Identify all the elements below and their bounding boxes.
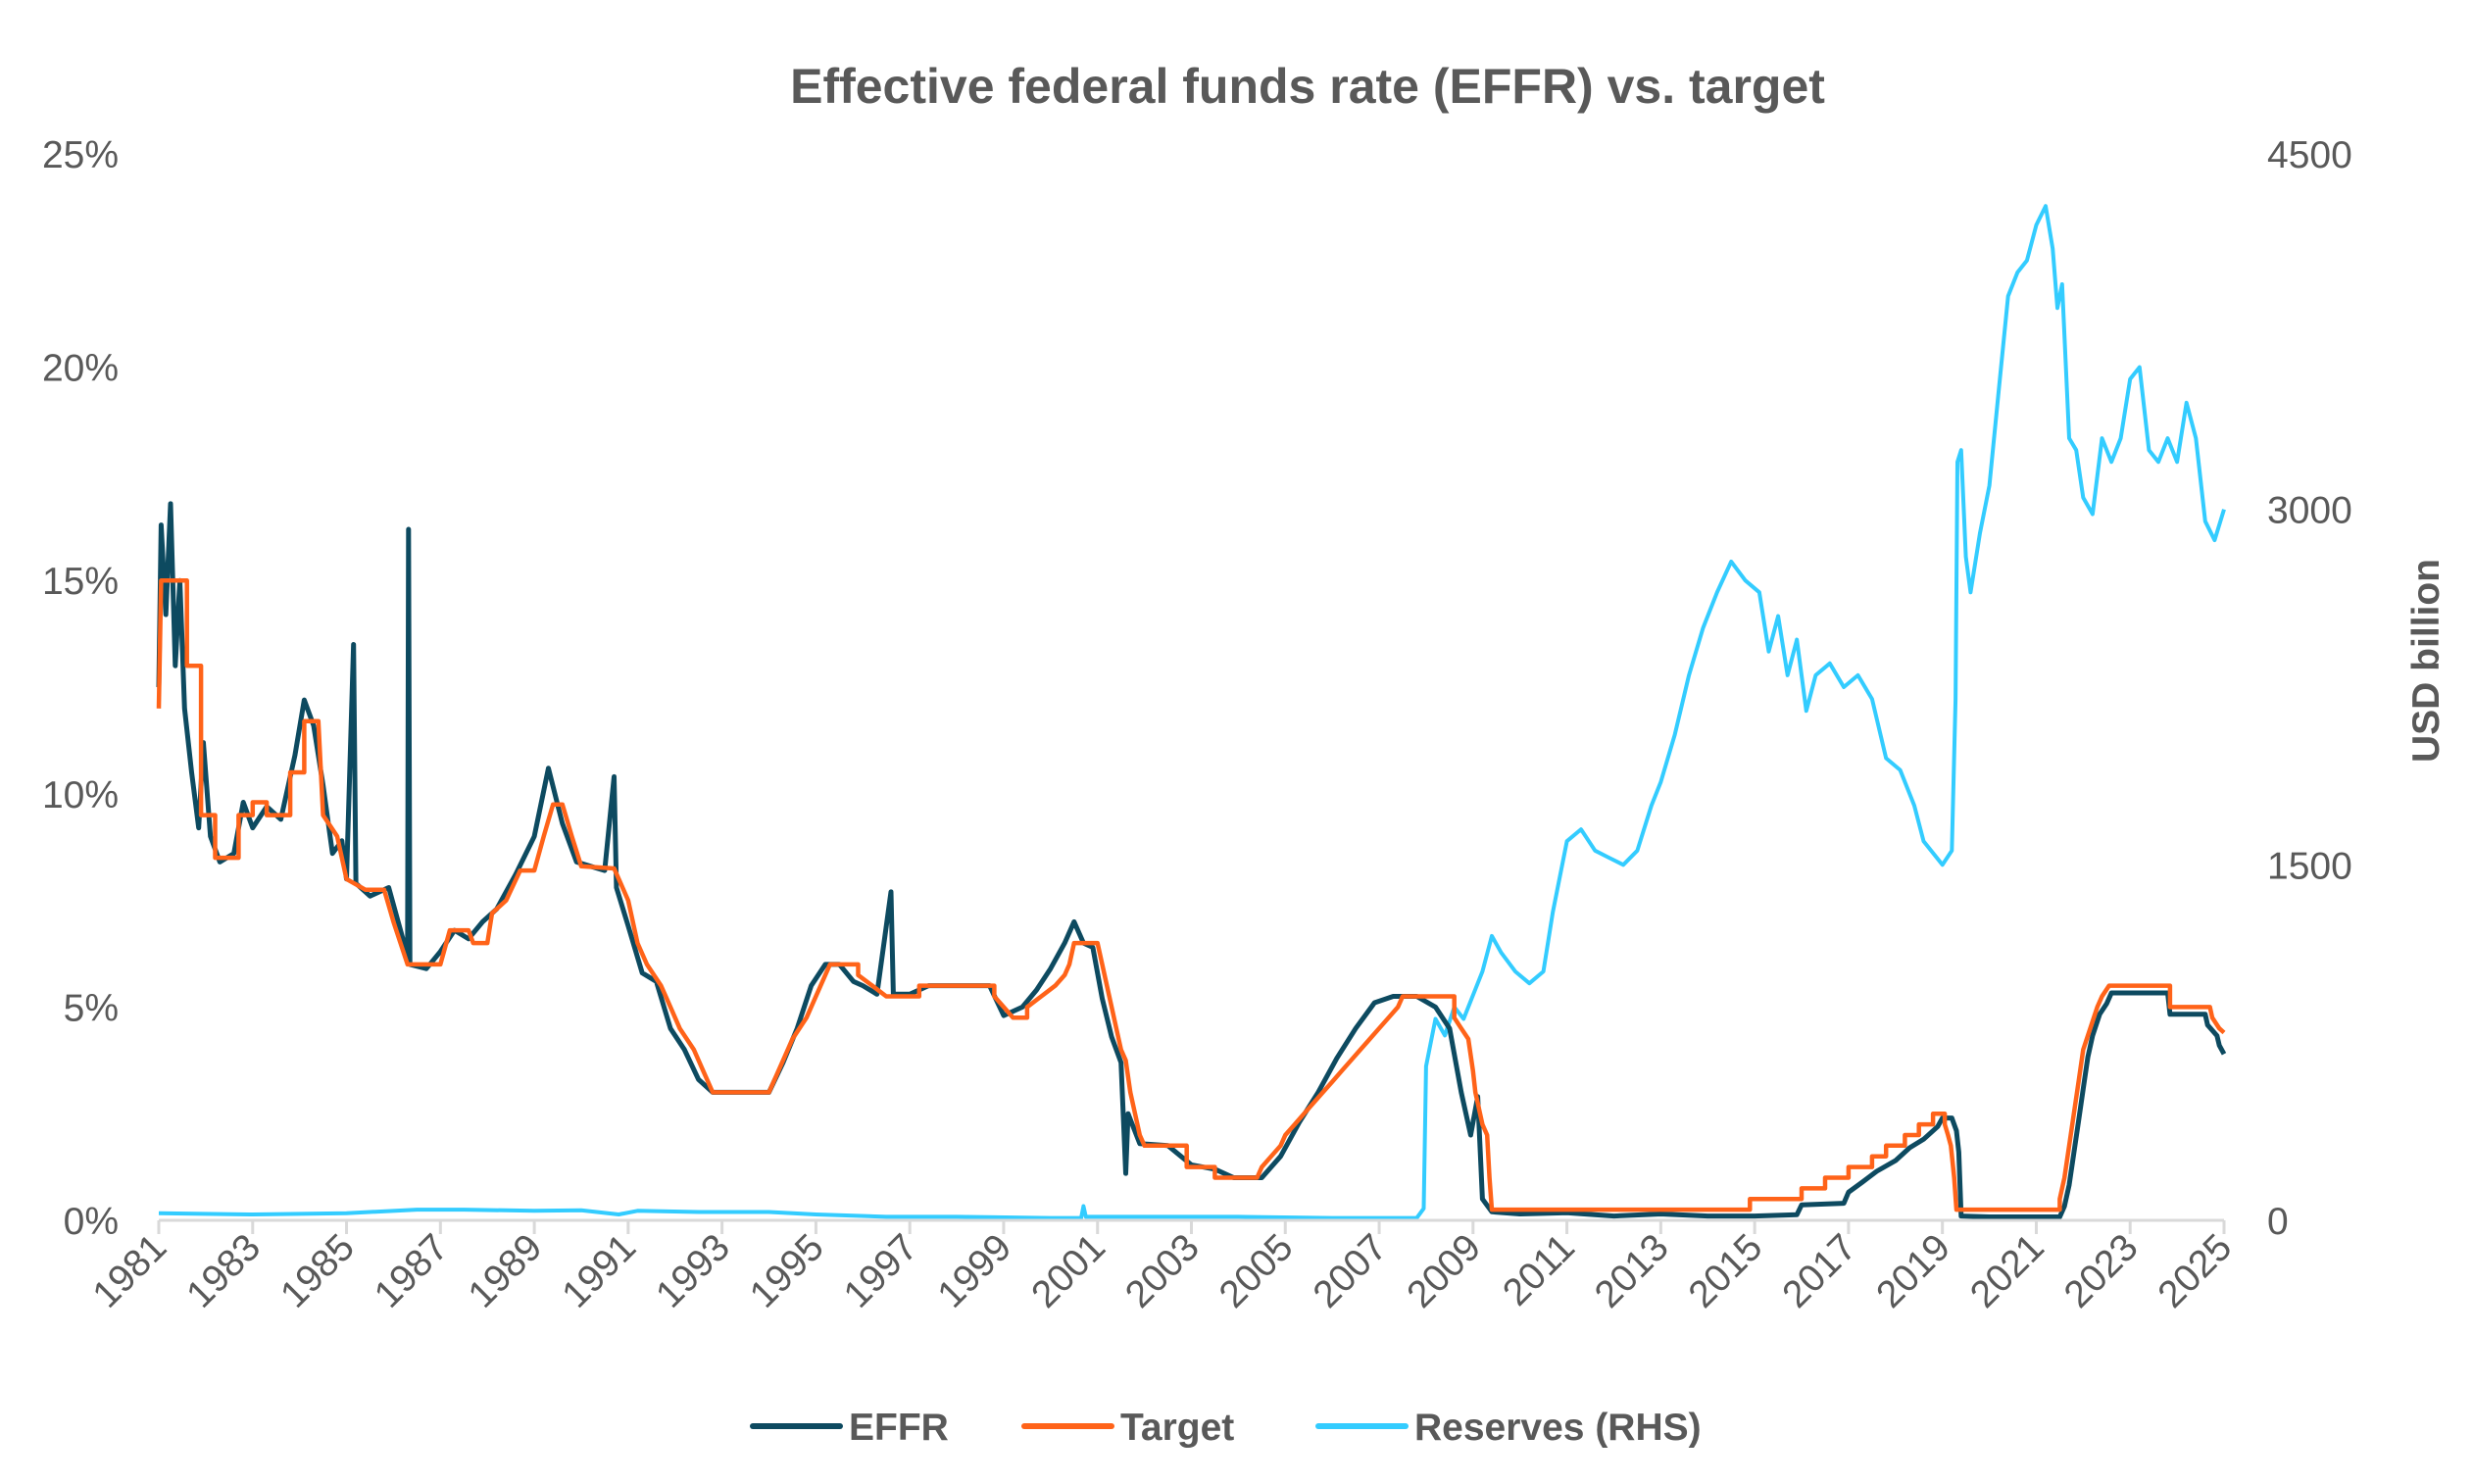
y-tick-label: 5% [64, 987, 119, 1029]
x-tick-label: 2011 [1495, 1226, 1583, 1314]
legend: EFFR Target Reserves (RHS) [750, 1407, 1702, 1449]
x-tick-label: 2021 [1962, 1226, 2053, 1316]
y-tick-label: 25% [42, 134, 119, 176]
reserves-line [158, 204, 2226, 1220]
y-tick-label: 15% [42, 561, 119, 603]
x-tick-label: 2023 [2056, 1226, 2147, 1316]
y-tick-label: 20% [42, 348, 119, 390]
x-tick-label: 1987 [367, 1226, 457, 1316]
x-tick-label: 2025 [2151, 1226, 2241, 1316]
x-tick-label: 1985 [272, 1226, 363, 1316]
x-tick-label: 2005 [1212, 1226, 1302, 1316]
x-tick-label: 2015 [1681, 1226, 1771, 1316]
x-tick-label: 1989 [461, 1226, 551, 1316]
x-tick-label: 2013 [1587, 1226, 1677, 1316]
y-axis-left: 0% 5% 10% 15% 20% 25% [42, 134, 119, 1243]
x-tick-label: 2009 [1399, 1226, 1489, 1316]
chart-title: Effective federal funds rate (EFFR) vs. … [790, 59, 1825, 114]
x-tick-label: 2003 [1117, 1226, 1208, 1316]
target-line [156, 577, 2226, 1212]
x-tick-label: 1997 [836, 1226, 926, 1316]
x-tick-label: 1983 [178, 1226, 269, 1316]
legend-label-target: Target [1120, 1407, 1234, 1449]
y2-tick-label: 0 [2267, 1201, 2289, 1243]
x-axis: 1981 1983 1985 1987 1989 1991 1993 1995 1997 1999… [85, 1220, 2241, 1316]
x-tick-label: 2001 [1023, 1226, 1113, 1316]
y2-tick-label: 4500 [2267, 134, 2352, 176]
x-tick-label: 1993 [648, 1226, 738, 1316]
legend-label-effr: EFFR [849, 1407, 949, 1449]
x-tick-label: 2019 [1868, 1226, 1958, 1316]
x-tick-label: 2017 [1775, 1226, 1865, 1316]
y2-tick-label: 3000 [2267, 490, 2352, 532]
x-tick-label: 1995 [742, 1226, 832, 1316]
x-tick-label: 2007 [1306, 1226, 1396, 1316]
y-tick-label: 0% [64, 1201, 119, 1243]
x-tick-label: 1991 [554, 1226, 644, 1316]
series-layer [156, 204, 2227, 1220]
effr-line [156, 501, 2227, 1219]
y2-axis-label: USD billion [2405, 559, 2448, 763]
y2-tick-label: 1500 [2267, 845, 2352, 887]
y-tick-label: 10% [42, 774, 119, 816]
y-axis-right: 0 1500 3000 4500 [2267, 134, 2352, 1243]
x-tick-label: 1999 [930, 1226, 1020, 1316]
legend-label-reserves: Reserves (RHS) [1414, 1407, 1702, 1449]
